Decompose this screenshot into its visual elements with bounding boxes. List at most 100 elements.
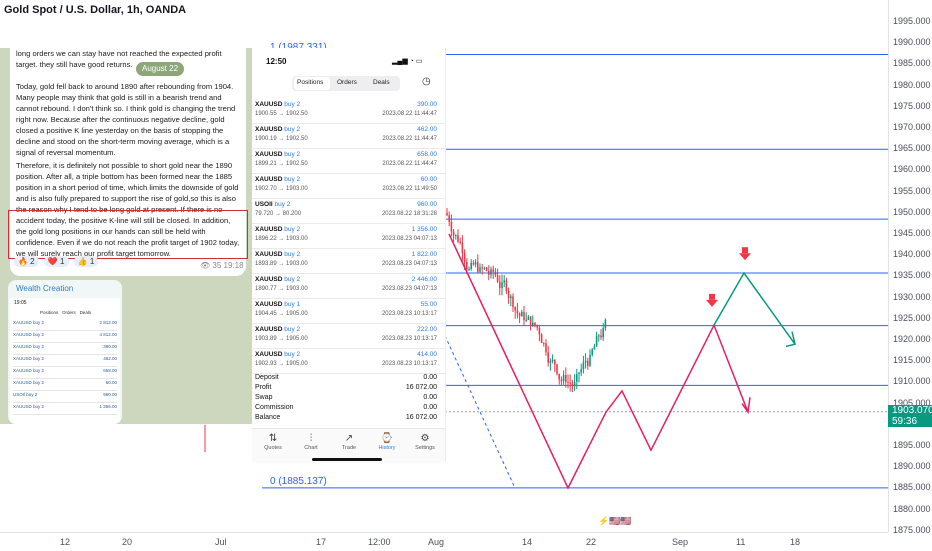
position-row[interactable]: XAUUSD buy 2 1902.70 → 1903.00 60.00 2023.0… (252, 173, 445, 199)
reaction-fire[interactable]: 🔥 2 (14, 256, 39, 267)
nav-trade[interactable]: ↗ Trade (330, 433, 368, 451)
forwarded-screenshot-card[interactable]: Wealth Creation 19:05 Positions Orders D… (8, 280, 122, 424)
position-row[interactable]: XAUUSD buy 2 1896.22 → 1903.00 1 356.00 202… (252, 223, 445, 249)
candle-body (492, 269, 494, 272)
event-flags-icon[interactable]: ⚡🇺🇸🇺🇸 (598, 516, 632, 526)
reaction-heart[interactable]: ❤️ 1 (43, 256, 69, 267)
candle-body (479, 267, 481, 272)
mini-row-symbol: XAUUSD buy 2 (13, 344, 45, 349)
message-top-fragment: long orders we can stay have not reached… (16, 49, 222, 69)
nav-settings[interactable]: ⚙ Settings (406, 433, 444, 451)
position-row[interactable]: XAUUSD buy 2 1900.55 → 1902.50 390.00 2023.… (252, 98, 445, 124)
clock-icon[interactable]: ◷ (422, 76, 431, 87)
candle-body (558, 373, 560, 380)
candle-body (598, 335, 600, 337)
price-tick-label: 1950.000 (893, 206, 931, 217)
price-axis[interactable]: 1995.000 1990.000 1985.000 1980.000 1975.000… (888, 0, 932, 535)
position-row[interactable]: XAUUSD buy 2 1903.89 → 1905.00 222.00 2023.… (252, 323, 445, 349)
price-tick-label: 1880.000 (893, 503, 931, 514)
down-arrow-marker (742, 247, 748, 254)
time-tick-label: Aug (428, 537, 445, 547)
position-direction: buy 2 (284, 351, 301, 358)
summary-row-profit: Profit 16 072.00 (252, 384, 445, 394)
candle-body (565, 374, 567, 383)
position-profit: 414.00 (417, 351, 437, 358)
candle-body (576, 374, 578, 382)
candle-body (589, 354, 591, 366)
position-row[interactable]: XAUUSD buy 2 1893.89 → 1903.00 1 822.00 202… (252, 248, 445, 274)
candle-body (512, 296, 514, 308)
price-tick-label: 1905.000 (893, 397, 931, 408)
mini-tabs: Positions Orders Deals (40, 310, 91, 315)
projection-path-down (605, 323, 749, 452)
nav-history[interactable]: ⌚ History (368, 433, 406, 451)
mini-row-value: 960.00 (103, 392, 117, 397)
position-timestamp: 2023.08.23 10:13:17 (381, 336, 437, 342)
price-chart[interactable] (0, 0, 888, 532)
candle-body (560, 379, 563, 382)
settings-icon: ⚙ (420, 433, 430, 444)
summary-label: Profit (255, 384, 272, 391)
mini-row-divider (13, 354, 117, 355)
candle-body (602, 327, 604, 338)
position-row[interactable]: XAUUSD buy 2 1899.21 → 1902.50 658.00 2023.… (252, 148, 445, 174)
mini-row-value: 462.00 (103, 356, 117, 361)
tab-positions[interactable]: Positions (297, 79, 324, 86)
projection-arrowhead (785, 331, 796, 348)
position-row[interactable]: XAUUSD buy 2 1890.77 → 1903.00 2 446.00 202… (252, 273, 445, 299)
candle-body (525, 319, 527, 321)
candle-body (516, 310, 519, 314)
down-arrow-marker (739, 253, 751, 261)
channel-title: Wealth Creation (16, 284, 74, 293)
tab-orders[interactable]: Orders (337, 79, 357, 86)
candle-body (554, 359, 556, 365)
chart-title: Gold Spot / U.S. Dollar, 1h, OANDA (4, 4, 187, 16)
mini-phone-time: 19:05 (14, 300, 27, 306)
candle-body (527, 316, 530, 320)
candle-body (490, 269, 492, 275)
mini-phone-screenshot: 19:05 Positions Orders Deals XAUUSD buy … (10, 298, 120, 424)
candle-body (595, 336, 598, 347)
time-tick-label: 22 (586, 537, 597, 547)
position-row[interactable]: XAUUSD buy 2 1900.19 → 1902.50 462.00 2023.… (252, 123, 445, 149)
time-axis[interactable]: 12 20 Jul 17 12:00 Aug 14 22 Sep 11 18 (0, 532, 888, 551)
position-direction: buy 2 (284, 276, 301, 283)
chart-icon: ⫶ (309, 433, 313, 444)
candle-body (483, 267, 486, 269)
candle-body (571, 384, 574, 387)
tab-deals[interactable]: Deals (373, 79, 390, 86)
candle-body (518, 313, 521, 317)
candle-body (455, 234, 457, 236)
position-profit: 55.00 (420, 301, 437, 308)
position-row[interactable]: USOIl buy 2 79.720 → 80.200 960.00 2023.08.… (252, 198, 445, 224)
reaction-thumbs-up[interactable]: 👍 1 (73, 256, 99, 267)
candle-body (549, 361, 552, 363)
nav-label: Trade (341, 445, 357, 451)
candle-body (514, 307, 516, 311)
position-row[interactable]: XAUUSD buy 2 1902.93 → 1905.00 414.00 2023.… (252, 348, 445, 374)
time-tick-label: 17 (316, 537, 327, 547)
time-tick-label: Sep (672, 537, 689, 547)
price-tick-label: 1920.000 (893, 334, 931, 344)
candle-body (532, 322, 534, 326)
telegram-message-panel: long orders we can stay have not reached… (0, 48, 252, 424)
candle-body (536, 325, 538, 328)
candle-body (584, 360, 587, 363)
position-timestamp: 2023.08.23 10:13:17 (381, 361, 437, 367)
position-row[interactable]: XAUUSD buy 1 1904.45 → 1905.00 55.00 2023.0… (252, 298, 445, 324)
candle-body (545, 343, 547, 353)
nav-label: Settings (415, 445, 435, 451)
price-tick-label: 1960.000 (893, 164, 931, 175)
position-direction: buy 2 (284, 226, 301, 233)
summary-row-swap: Swap 0.00 (252, 394, 445, 404)
mini-row-symbol: XAUUSD buy 2 (13, 332, 45, 337)
nav-label: History (378, 445, 396, 451)
nav-quotes[interactable]: ⇅ Quotes (254, 433, 292, 451)
position-profit: 390.00 (417, 101, 437, 108)
nav-chart[interactable]: ⫶ Chart (292, 433, 330, 451)
price-tick-label: 1875.000 (893, 524, 931, 535)
price-tick-label: 1910.000 (893, 376, 931, 387)
position-symbol: XAUUSD buy 2 (255, 226, 301, 233)
mini-tab-deals: Deals (79, 310, 92, 315)
summary-row-commission: Commission 0.00 (252, 404, 445, 414)
